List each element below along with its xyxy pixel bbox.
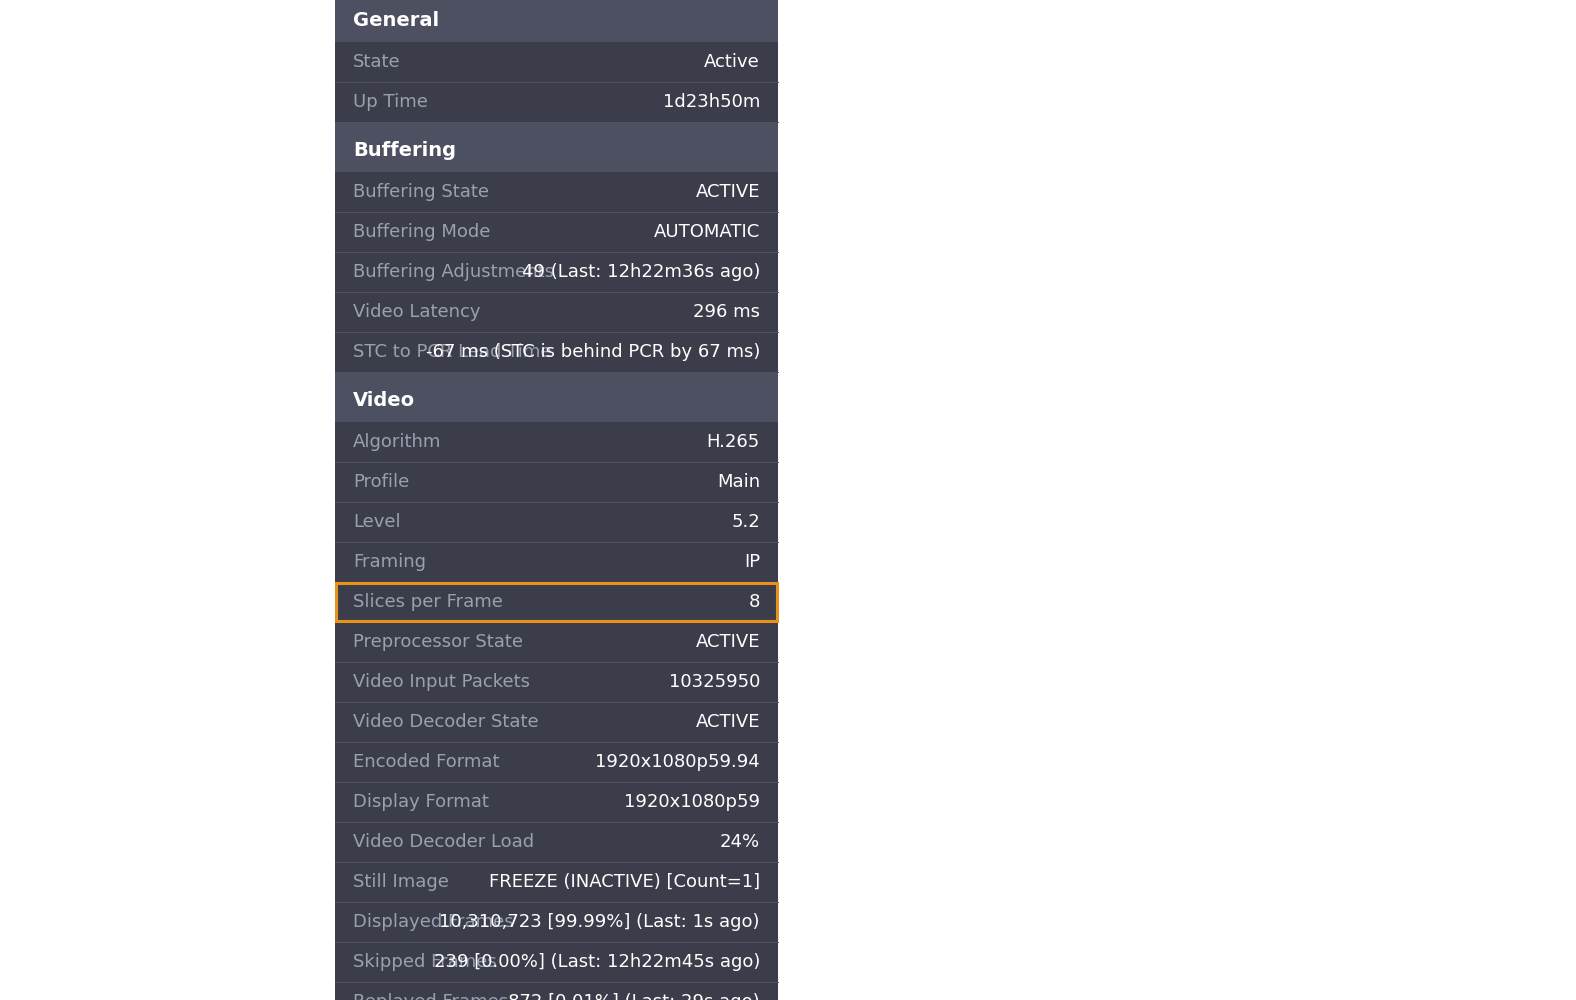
Text: Encoded Format: Encoded Format (353, 753, 500, 771)
Text: Video: Video (353, 391, 414, 410)
Text: Buffering Mode: Buffering Mode (353, 223, 490, 241)
Text: 10,310,723 [99.99%] (Last: 1s ago): 10,310,723 [99.99%] (Last: 1s ago) (440, 913, 760, 931)
Text: Slices per Frame: Slices per Frame (353, 593, 503, 611)
Text: Still Image: Still Image (353, 873, 449, 891)
Text: 872 [0.01%] (Last: 29s ago): 872 [0.01%] (Last: 29s ago) (509, 993, 760, 1000)
Text: Level: Level (353, 513, 400, 531)
Text: 296 ms: 296 ms (693, 303, 760, 321)
Text: Displayed Frames: Displayed Frames (353, 913, 514, 931)
Text: Video Input Packets: Video Input Packets (353, 673, 530, 691)
Text: 1920x1080p59: 1920x1080p59 (624, 793, 760, 811)
Text: H.265: H.265 (706, 433, 760, 451)
Text: Preprocessor State: Preprocessor State (353, 633, 523, 651)
Bar (336, 583, 777, 621)
Text: Video Decoder State: Video Decoder State (353, 713, 539, 731)
Text: ACTIVE: ACTIVE (695, 633, 760, 651)
Text: Buffering State: Buffering State (353, 183, 489, 201)
Text: Profile: Profile (353, 473, 410, 491)
Bar (336, 172, 779, 212)
Bar (336, 212, 779, 252)
Text: General: General (353, 11, 440, 30)
Text: IP: IP (744, 553, 760, 571)
Bar (336, 942, 779, 982)
Text: Buffering: Buffering (353, 141, 455, 160)
Text: Algorithm: Algorithm (353, 433, 441, 451)
Bar (336, 122, 779, 130)
Text: AUTOMATIC: AUTOMATIC (654, 223, 760, 241)
Bar (336, 372, 779, 380)
Bar (336, 292, 779, 332)
Text: 1d23h50m: 1d23h50m (662, 93, 760, 111)
Bar (336, 902, 779, 942)
Bar (336, 422, 779, 462)
Text: 8: 8 (749, 593, 760, 611)
Bar (336, 742, 779, 782)
Text: 5.2: 5.2 (731, 513, 760, 531)
Bar (336, 380, 779, 422)
Bar (336, 862, 779, 902)
Bar (336, 982, 779, 1000)
Text: 239 [0.00%] (Last: 12h22m45s ago): 239 [0.00%] (Last: 12h22m45s ago) (433, 953, 760, 971)
Text: 1920x1080p59.94: 1920x1080p59.94 (596, 753, 760, 771)
Text: 24%: 24% (720, 833, 760, 851)
Bar (336, 0, 779, 42)
Text: Buffering Adjustments: Buffering Adjustments (353, 263, 555, 281)
Text: Display Format: Display Format (353, 793, 489, 811)
Bar (336, 822, 779, 862)
Bar (336, 502, 779, 542)
Bar (336, 332, 779, 372)
Bar (336, 42, 779, 82)
Bar (336, 582, 779, 622)
Text: Main: Main (717, 473, 760, 491)
Bar (336, 462, 779, 502)
Text: Active: Active (704, 53, 760, 71)
Text: State: State (353, 53, 400, 71)
Bar (336, 662, 779, 702)
Bar (336, 542, 779, 582)
Text: Video Latency: Video Latency (353, 303, 481, 321)
Text: 49 (Last: 12h22m36s ago): 49 (Last: 12h22m36s ago) (522, 263, 760, 281)
Text: Skipped Frames: Skipped Frames (353, 953, 496, 971)
Text: ACTIVE: ACTIVE (695, 183, 760, 201)
Text: STC to PCR Lead Time: STC to PCR Lead Time (353, 343, 552, 361)
Text: Framing: Framing (353, 553, 426, 571)
Text: 10325950: 10325950 (668, 673, 760, 691)
Bar (336, 622, 779, 662)
Bar (336, 82, 779, 122)
Text: -67 ms (STC is behind PCR by 67 ms): -67 ms (STC is behind PCR by 67 ms) (426, 343, 760, 361)
Bar (336, 702, 779, 742)
Bar (336, 782, 779, 822)
Bar (336, 252, 779, 292)
Text: Video Decoder Load: Video Decoder Load (353, 833, 534, 851)
Text: FREEZE (INACTIVE) [Count=1]: FREEZE (INACTIVE) [Count=1] (489, 873, 760, 891)
Bar (336, 130, 779, 172)
Text: Up Time: Up Time (353, 93, 427, 111)
Bar (336, 0, 779, 1000)
Text: ACTIVE: ACTIVE (695, 713, 760, 731)
Text: Replayed Frames: Replayed Frames (353, 993, 507, 1000)
